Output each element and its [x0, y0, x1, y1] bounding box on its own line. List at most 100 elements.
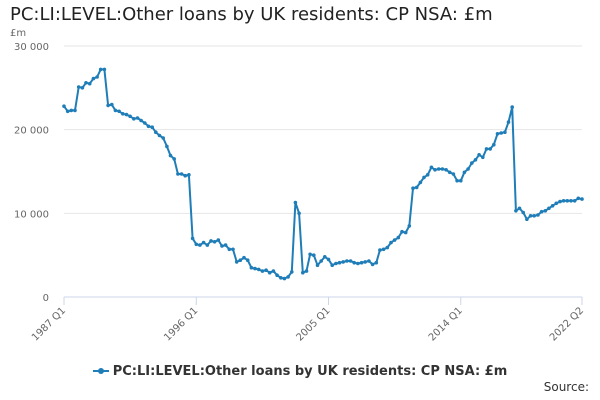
- data-point[interactable]: [290, 270, 294, 274]
- data-point[interactable]: [356, 261, 360, 266]
- data-point[interactable]: [536, 213, 540, 217]
- data-point[interactable]: [561, 199, 566, 203]
- data-point[interactable]: [400, 229, 404, 234]
- data-point[interactable]: [91, 76, 96, 81]
- data-point[interactable]: [348, 259, 353, 263]
- data-point[interactable]: [279, 276, 283, 280]
- data-point[interactable]: [275, 273, 279, 278]
- data-point[interactable]: [514, 209, 518, 213]
- data-point[interactable]: [367, 259, 371, 263]
- data-point[interactable]: [135, 116, 140, 120]
- data-point[interactable]: [187, 173, 191, 177]
- legend[interactable]: PC:LI:LEVEL:Other loans by UK residents:…: [0, 364, 600, 379]
- data-point[interactable]: [157, 133, 162, 138]
- data-point[interactable]: [580, 197, 584, 201]
- data-point[interactable]: [84, 81, 88, 85]
- data-point[interactable]: [304, 269, 309, 273]
- data-point[interactable]: [528, 214, 533, 218]
- data-point[interactable]: [168, 153, 173, 158]
- data-point[interactable]: [440, 167, 445, 171]
- data-point[interactable]: [242, 255, 246, 260]
- data-point[interactable]: [80, 86, 85, 90]
- data-point[interactable]: [124, 112, 129, 117]
- data-point[interactable]: [121, 112, 125, 116]
- data-point[interactable]: [422, 175, 426, 180]
- data-point[interactable]: [264, 268, 268, 273]
- data-point[interactable]: [293, 200, 298, 205]
- data-point[interactable]: [407, 224, 412, 228]
- data-point[interactable]: [359, 260, 364, 265]
- data-point[interactable]: [143, 121, 147, 125]
- data-point[interactable]: [532, 214, 536, 218]
- data-point[interactable]: [249, 265, 254, 270]
- data-point[interactable]: [198, 243, 202, 247]
- data-point[interactable]: [411, 186, 415, 190]
- data-point[interactable]: [220, 244, 224, 248]
- data-point[interactable]: [436, 167, 441, 171]
- data-point[interactable]: [565, 199, 570, 203]
- data-point[interactable]: [271, 269, 276, 273]
- data-point[interactable]: [345, 259, 349, 263]
- data-point[interactable]: [95, 75, 99, 79]
- data-point[interactable]: [447, 170, 452, 175]
- data-point[interactable]: [326, 257, 331, 262]
- data-point[interactable]: [429, 165, 434, 170]
- data-point[interactable]: [194, 242, 199, 247]
- data-point[interactable]: [334, 261, 338, 266]
- data-point[interactable]: [374, 260, 379, 265]
- data-point[interactable]: [65, 109, 70, 114]
- data-point[interactable]: [330, 263, 335, 268]
- data-point[interactable]: [238, 258, 243, 263]
- data-point[interactable]: [495, 132, 500, 136]
- data-point[interactable]: [572, 199, 577, 203]
- data-point[interactable]: [363, 260, 368, 264]
- data-point[interactable]: [392, 238, 397, 242]
- data-point[interactable]: [165, 144, 169, 149]
- data-point[interactable]: [245, 258, 250, 263]
- data-point[interactable]: [378, 248, 382, 252]
- data-point[interactable]: [481, 155, 485, 160]
- data-point[interactable]: [418, 180, 423, 185]
- data-point[interactable]: [117, 109, 121, 114]
- data-point[interactable]: [150, 125, 154, 129]
- data-point[interactable]: [525, 217, 529, 221]
- data-point[interactable]: [539, 209, 544, 214]
- data-point[interactable]: [69, 108, 74, 113]
- data-point[interactable]: [110, 102, 114, 107]
- data-point[interactable]: [161, 136, 165, 140]
- data-point[interactable]: [414, 185, 419, 190]
- data-point[interactable]: [205, 243, 210, 247]
- data-point[interactable]: [146, 124, 151, 129]
- data-point[interactable]: [352, 260, 357, 265]
- data-point[interactable]: [459, 178, 463, 183]
- data-point[interactable]: [282, 276, 287, 281]
- data-point[interactable]: [381, 247, 386, 252]
- data-point[interactable]: [433, 168, 437, 172]
- data-point[interactable]: [517, 206, 522, 211]
- data-point[interactable]: [477, 153, 481, 157]
- data-point[interactable]: [256, 267, 261, 272]
- data-point[interactable]: [301, 270, 305, 275]
- data-point[interactable]: [216, 238, 221, 242]
- data-point[interactable]: [341, 260, 346, 264]
- data-point[interactable]: [521, 210, 525, 215]
- data-point[interactable]: [98, 67, 103, 72]
- data-point[interactable]: [190, 236, 195, 241]
- data-point[interactable]: [558, 199, 562, 204]
- data-point[interactable]: [286, 275, 290, 279]
- data-point[interactable]: [323, 254, 327, 259]
- data-point[interactable]: [466, 167, 470, 171]
- data-point[interactable]: [62, 104, 66, 108]
- data-point[interactable]: [337, 260, 342, 265]
- data-point[interactable]: [488, 147, 493, 151]
- data-point[interactable]: [223, 243, 228, 247]
- data-point[interactable]: [473, 158, 478, 162]
- data-point[interactable]: [506, 120, 511, 124]
- data-point[interactable]: [179, 172, 184, 176]
- data-point[interactable]: [492, 142, 496, 147]
- data-point[interactable]: [569, 199, 573, 203]
- data-point[interactable]: [113, 108, 118, 113]
- data-point[interactable]: [227, 247, 232, 252]
- data-point[interactable]: [260, 269, 265, 273]
- data-point[interactable]: [183, 173, 187, 178]
